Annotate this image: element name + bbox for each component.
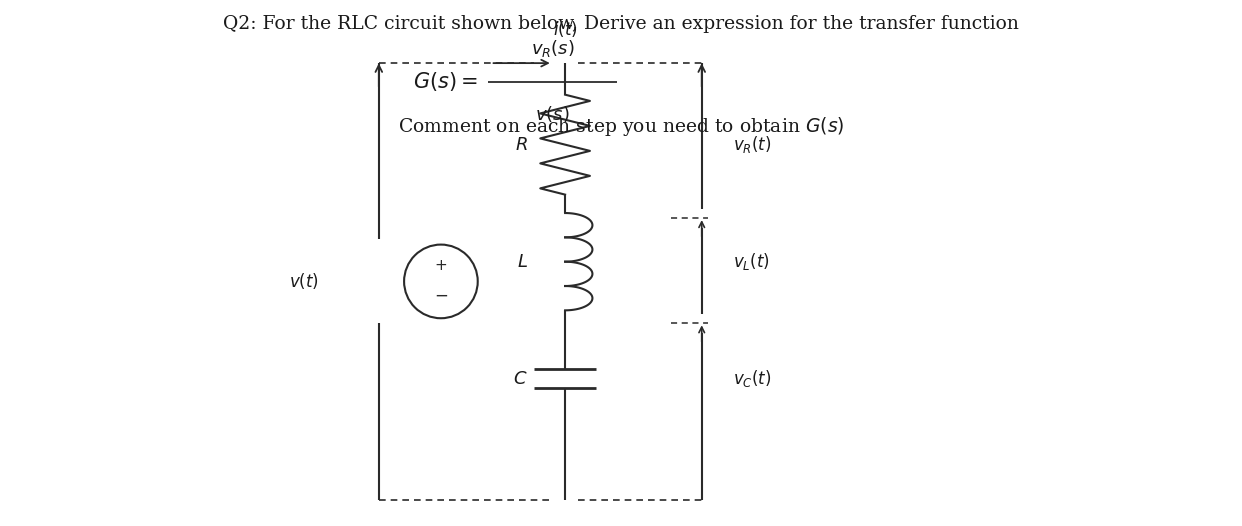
Text: $\mathit{R}$: $\mathit{R}$ xyxy=(515,136,528,154)
Text: $\mathit{v}_C(\mathit{t})$: $\mathit{v}_C(\mathit{t})$ xyxy=(733,368,771,389)
Text: $\mathit{G}(\mathit{s}) =$: $\mathit{G}(\mathit{s}) =$ xyxy=(414,70,478,93)
Text: $\mathit{i}(\mathit{t})$: $\mathit{i}(\mathit{t})$ xyxy=(553,19,578,39)
Text: +: + xyxy=(435,258,447,274)
Text: −: − xyxy=(433,286,448,305)
Text: $\mathit{L}$: $\mathit{L}$ xyxy=(517,252,528,271)
Text: Comment on each step you need to obtain $\mathit{G}(\mathit{s})$: Comment on each step you need to obtain … xyxy=(397,115,845,138)
Text: $\mathit{v}_R(\mathit{t})$: $\mathit{v}_R(\mathit{t})$ xyxy=(733,134,771,155)
Text: Q2: For the RLC circuit shown below, Derive an expression for the transfer funct: Q2: For the RLC circuit shown below, Der… xyxy=(224,15,1018,33)
Text: $\mathit{v}(\mathit{t})$: $\mathit{v}(\mathit{t})$ xyxy=(289,271,319,291)
Text: $\mathit{v}_R(\mathit{s})$: $\mathit{v}_R(\mathit{s})$ xyxy=(530,38,575,59)
Text: $\mathit{v}_L(\mathit{t})$: $\mathit{v}_L(\mathit{t})$ xyxy=(733,251,770,272)
Text: $\mathit{C}$: $\mathit{C}$ xyxy=(513,370,528,388)
Text: $\mathit{v}(\mathit{s})$: $\mathit{v}(\mathit{s})$ xyxy=(535,104,570,124)
